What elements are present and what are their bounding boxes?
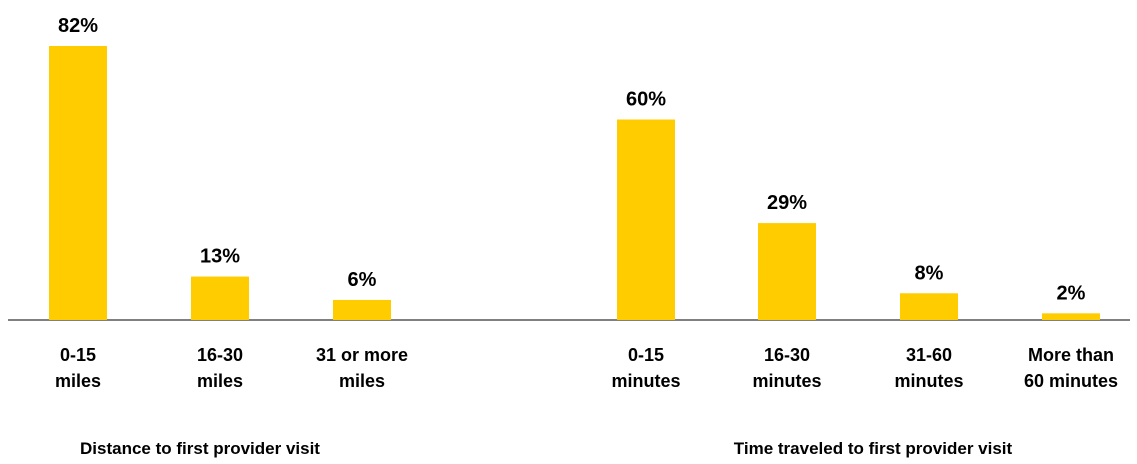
x-tick-label: More than xyxy=(1028,345,1114,365)
bar xyxy=(49,46,107,320)
data-label: 60% xyxy=(626,89,666,111)
bar xyxy=(758,223,816,320)
x-tick-label: 31-60 xyxy=(906,345,952,365)
data-label: 2% xyxy=(1057,282,1086,304)
x-tick-label: miles xyxy=(197,371,243,391)
bar xyxy=(900,293,958,320)
x-tick-label: minutes xyxy=(752,371,821,391)
x-axis-title: Time traveled to first provider visit xyxy=(734,439,1013,458)
bar xyxy=(617,119,675,320)
x-tick-label: 16-30 xyxy=(197,345,243,365)
data-label: 29% xyxy=(767,192,807,214)
bar xyxy=(191,276,249,320)
x-tick-label: 31 or more xyxy=(316,345,408,365)
distance-chart: 82% 0-15 miles 13% 16-30 miles 6% 31 or more mil… xyxy=(49,15,408,458)
x-tick-label: minutes xyxy=(894,371,963,391)
x-tick-label: 0-15 xyxy=(60,345,96,365)
data-label: 6% xyxy=(348,269,377,291)
data-label: 82% xyxy=(58,15,98,37)
data-label: 13% xyxy=(200,246,240,268)
x-tick-label: 60 minutes xyxy=(1024,371,1118,391)
bar xyxy=(1042,313,1100,320)
x-axis-title: Distance to first provider visit xyxy=(80,439,320,458)
x-tick-label: miles xyxy=(339,371,385,391)
x-tick-label: miles xyxy=(55,371,101,391)
time-chart: 60% 0-15 minutes 29% 16-30 minutes 8% 31-60 minu… xyxy=(611,89,1118,458)
x-tick-label: 0-15 xyxy=(628,345,664,365)
x-tick-label: minutes xyxy=(611,371,680,391)
x-tick-label: 16-30 xyxy=(764,345,810,365)
bar xyxy=(333,299,391,320)
data-label: 8% xyxy=(915,262,944,284)
